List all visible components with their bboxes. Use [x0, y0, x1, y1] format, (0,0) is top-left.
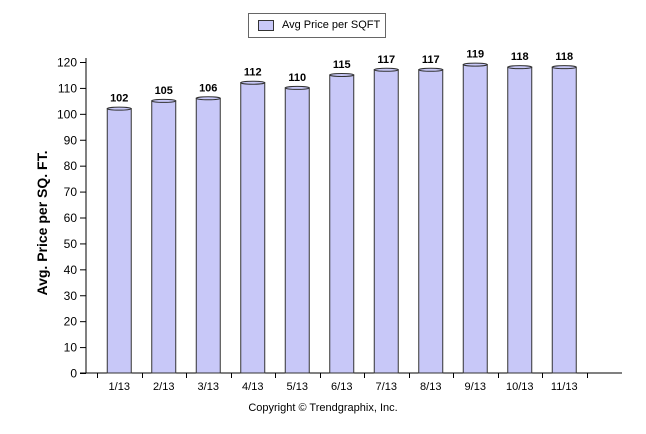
x-tick-label: 1/13	[109, 381, 130, 393]
x-tick-label: 4/13	[242, 381, 263, 393]
x-tick-label: 2/13	[153, 381, 174, 393]
legend-label: Avg Price per SQFT	[282, 19, 381, 31]
data-label: 115	[333, 59, 351, 71]
data-label: 118	[555, 51, 573, 63]
bar	[329, 72, 355, 374]
bar-top	[151, 98, 177, 103]
bar-body	[151, 100, 177, 374]
data-labels: 102 105 106 112 110 115 117 117 119 118 118	[110, 49, 573, 105]
axes: 0 10 20 30 40 50 60 70 80 90 100 110 120 1/13 2/13 3/13…	[57, 56, 622, 393]
y-tick-label: 40	[64, 263, 78, 277]
bar	[418, 67, 444, 374]
bar	[240, 80, 266, 374]
y-tick-label: 30	[64, 289, 78, 303]
bar-top	[284, 85, 310, 90]
bar-body	[462, 64, 488, 374]
bar	[284, 85, 310, 374]
bar-body	[507, 66, 533, 374]
y-tick-label: 60	[64, 211, 78, 225]
x-tick-label: 6/13	[331, 381, 352, 393]
bar-top	[195, 96, 221, 101]
x-tick-label: 7/13	[376, 381, 397, 393]
bar	[195, 96, 221, 374]
data-label: 106	[199, 82, 217, 94]
x-tick-label: 9/13	[465, 381, 486, 393]
bar	[106, 106, 132, 374]
bar-body	[329, 74, 355, 374]
x-tick-label: 11/13	[551, 381, 578, 393]
y-tick-label: 20	[64, 315, 78, 329]
data-label: 102	[110, 93, 128, 105]
bars	[106, 62, 577, 374]
legend: Avg Price per SQFT	[248, 13, 386, 38]
bar	[151, 98, 177, 374]
bar-top	[418, 67, 444, 72]
bar-top	[551, 65, 577, 70]
bar-top	[329, 72, 355, 77]
bar-body	[551, 66, 577, 374]
y-tick-label: 80	[64, 159, 78, 173]
y-tick-label: 50	[64, 237, 78, 251]
data-label: 117	[422, 54, 440, 66]
y-tick-label: 120	[57, 56, 77, 70]
bar	[373, 67, 399, 374]
data-label: 118	[511, 51, 529, 63]
x-tick-label: 5/13	[287, 381, 308, 393]
data-label: 117	[377, 54, 395, 66]
y-axis-title: Avg. Price per SQ. FT.	[34, 150, 50, 296]
bar	[551, 65, 577, 374]
bar	[462, 62, 488, 374]
bar-top	[373, 67, 399, 72]
data-label: 105	[155, 85, 173, 97]
legend-swatch	[258, 20, 274, 31]
bar-top	[462, 62, 488, 67]
bar-top	[106, 106, 132, 111]
bar	[507, 65, 533, 374]
bar-top	[507, 65, 533, 70]
data-label: 110	[288, 72, 306, 84]
y-tick-label: 70	[64, 185, 78, 199]
bar-body	[240, 82, 266, 374]
y-tick-label: 110	[58, 81, 77, 95]
y-tick-label: 0	[70, 367, 77, 381]
bar-body	[284, 87, 310, 374]
bar-body	[195, 97, 221, 374]
x-tick-label: 3/13	[198, 381, 219, 393]
data-label: 119	[466, 49, 484, 61]
x-tick-label: 8/13	[420, 381, 441, 393]
y-tick-label: 10	[64, 341, 78, 355]
data-label: 112	[244, 67, 262, 79]
y-tick-label: 90	[64, 133, 78, 147]
x-tick-label: 10/13	[506, 381, 534, 393]
bar-body	[373, 69, 399, 374]
bar-body	[106, 108, 132, 374]
bar-top	[240, 80, 266, 85]
y-tick-label: 100	[57, 107, 77, 121]
bar-body	[418, 69, 444, 374]
copyright-text: Copyright © Trendgraphix, Inc.	[248, 402, 398, 414]
